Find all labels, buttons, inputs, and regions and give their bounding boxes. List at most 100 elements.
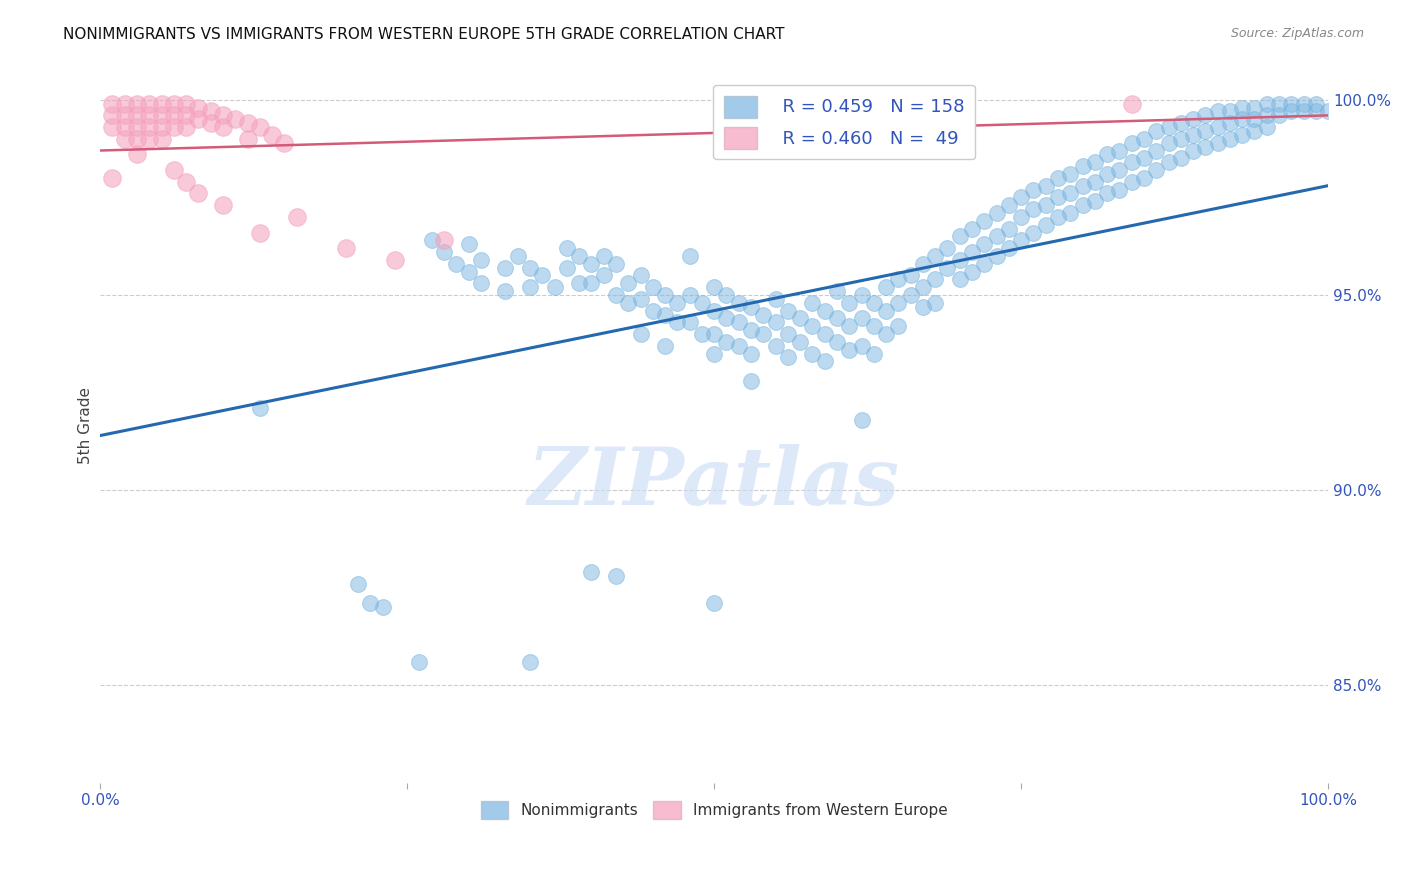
Point	[1256, 120, 1278, 134]
Point	[433, 233, 456, 247]
Point	[1121, 175, 1143, 189]
Point	[949, 272, 972, 286]
Point	[138, 96, 160, 111]
Point	[678, 249, 700, 263]
Point	[163, 163, 186, 178]
Point	[163, 96, 186, 111]
Point	[666, 315, 689, 329]
Point	[960, 221, 983, 235]
Point	[814, 303, 837, 318]
Point	[285, 210, 308, 224]
Point	[249, 120, 271, 134]
Point	[125, 147, 148, 161]
Legend: Nonimmigrants, Immigrants from Western Europe: Nonimmigrants, Immigrants from Western E…	[474, 795, 953, 825]
Point	[408, 655, 430, 669]
Point	[740, 374, 762, 388]
Point	[690, 295, 713, 310]
Point	[212, 198, 235, 212]
Point	[973, 237, 995, 252]
Point	[666, 295, 689, 310]
Point	[703, 326, 725, 341]
Point	[101, 120, 124, 134]
Point	[911, 257, 934, 271]
Point	[960, 264, 983, 278]
Point	[949, 229, 972, 244]
Point	[347, 577, 370, 591]
Point	[1292, 104, 1315, 119]
Point	[986, 206, 1008, 220]
Point	[531, 268, 554, 283]
Point	[838, 343, 860, 357]
Point	[236, 132, 259, 146]
Point	[887, 295, 910, 310]
Point	[224, 112, 246, 127]
Point	[1305, 96, 1327, 111]
Point	[851, 413, 873, 427]
Point	[765, 292, 787, 306]
Point	[825, 284, 848, 298]
Point	[851, 339, 873, 353]
Point	[433, 245, 456, 260]
Point	[1059, 186, 1081, 201]
Point	[630, 268, 652, 283]
Point	[641, 303, 664, 318]
Point	[801, 295, 824, 310]
Point	[776, 303, 799, 318]
Point	[236, 116, 259, 130]
Point	[543, 280, 565, 294]
Point	[900, 268, 922, 283]
Text: NONIMMIGRANTS VS IMMIGRANTS FROM WESTERN EUROPE 5TH GRADE CORRELATION CHART: NONIMMIGRANTS VS IMMIGRANTS FROM WESTERN…	[63, 27, 785, 42]
Point	[678, 315, 700, 329]
Point	[1219, 116, 1241, 130]
Point	[138, 108, 160, 122]
Point	[457, 237, 479, 252]
Point	[998, 221, 1021, 235]
Point	[1243, 124, 1265, 138]
Point	[592, 268, 614, 283]
Point	[1219, 104, 1241, 119]
Point	[924, 272, 946, 286]
Point	[174, 108, 197, 122]
Point	[138, 132, 160, 146]
Point	[212, 120, 235, 134]
Point	[617, 277, 640, 291]
Point	[519, 655, 541, 669]
Point	[1010, 210, 1032, 224]
Point	[1256, 108, 1278, 122]
Point	[911, 300, 934, 314]
Point	[814, 354, 837, 368]
Point	[1059, 167, 1081, 181]
Point	[150, 108, 173, 122]
Point	[555, 260, 578, 275]
Point	[1243, 112, 1265, 127]
Point	[273, 136, 295, 150]
Point	[1144, 124, 1167, 138]
Point	[1059, 206, 1081, 220]
Point	[1084, 194, 1107, 209]
Point	[862, 346, 884, 360]
Point	[1095, 147, 1118, 161]
Point	[814, 326, 837, 341]
Point	[420, 233, 443, 247]
Point	[592, 249, 614, 263]
Point	[605, 257, 627, 271]
Point	[740, 346, 762, 360]
Point	[1182, 128, 1205, 142]
Point	[1256, 96, 1278, 111]
Point	[1071, 159, 1094, 173]
Point	[125, 96, 148, 111]
Point	[1170, 132, 1192, 146]
Point	[936, 241, 959, 255]
Point	[703, 596, 725, 610]
Point	[1292, 96, 1315, 111]
Point	[1182, 112, 1205, 127]
Point	[1144, 144, 1167, 158]
Point	[519, 280, 541, 294]
Point	[494, 260, 516, 275]
Point	[1071, 198, 1094, 212]
Point	[825, 334, 848, 349]
Point	[851, 311, 873, 326]
Point	[1157, 136, 1180, 150]
Point	[960, 245, 983, 260]
Point	[187, 186, 209, 201]
